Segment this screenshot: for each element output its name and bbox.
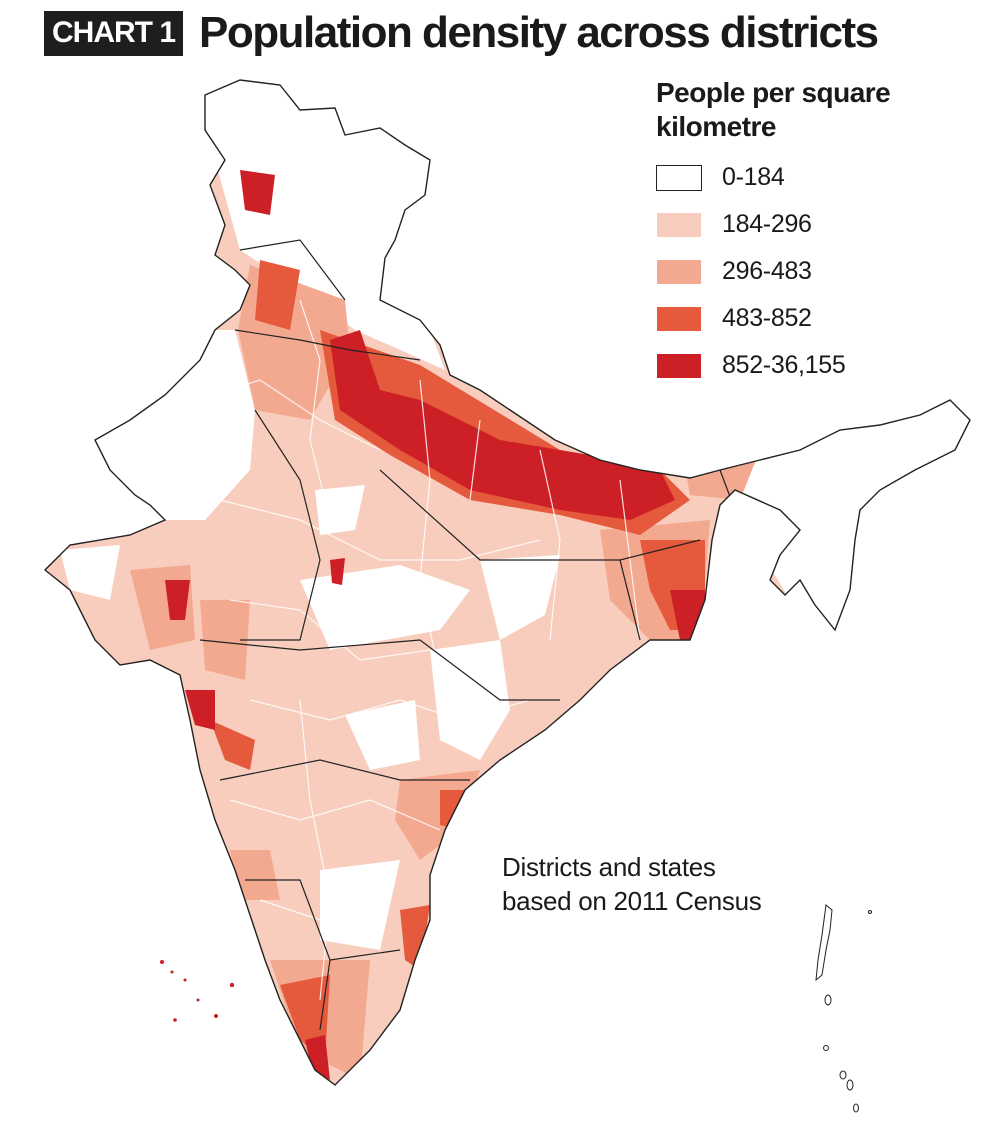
legend-title: People per square kilometre (656, 77, 891, 142)
legend-label: 184-296 (722, 210, 812, 238)
legend-label: 852-36,155 (722, 351, 846, 379)
legend-item: 852-36,155 (656, 342, 956, 389)
andaman-islands (815, 904, 872, 1113)
lakshadweep-islands (160, 960, 235, 1022)
legend-item: 0-184 (656, 154, 956, 201)
source-note: Districts and states based on 2011 Censu… (502, 852, 762, 916)
legend-swatch (656, 164, 702, 191)
chart-title: Population density across districts (199, 8, 879, 57)
legend-swatch (656, 258, 702, 285)
legend-item: 184-296 (656, 201, 956, 248)
legend-label: 0-184 (722, 163, 785, 191)
legend-item: 483-852 (656, 295, 956, 342)
legend-swatch (656, 352, 702, 379)
chart-tag: CHART 1 (44, 10, 184, 56)
legend-swatch (656, 305, 702, 332)
legend-label: 483-852 (722, 304, 812, 332)
legend: People per square kilometre 0-184 184-29… (656, 76, 956, 389)
legend-item: 296-483 (656, 248, 956, 295)
chart-header: CHART 1 Population density across distri… (44, 8, 879, 58)
legend-swatch (656, 211, 702, 238)
legend-label: 296-483 (722, 257, 812, 285)
